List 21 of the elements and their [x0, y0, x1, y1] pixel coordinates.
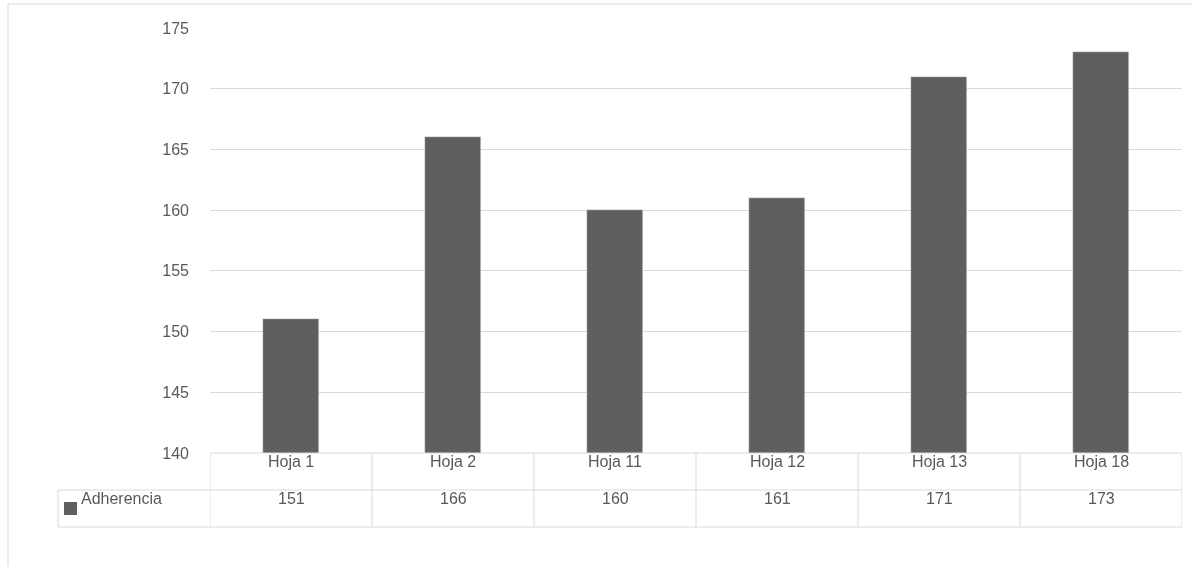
y-tick-label: 145 [162, 383, 190, 401]
data-label: 161 [764, 490, 791, 507]
data-label: 171 [926, 490, 953, 507]
y-tick-label: 150 [162, 323, 190, 341]
x-tick-label: Hoja 12 [750, 453, 806, 470]
y-tick-label: 140 [162, 444, 190, 462]
data-label: 160 [602, 490, 629, 507]
y-tick-label: 155 [162, 262, 190, 280]
data-label: 173 [1088, 490, 1115, 507]
data-label: 166 [440, 490, 467, 507]
x-tick-label: Hoja 13 [912, 453, 968, 470]
data-label: 151 [278, 490, 305, 507]
legend-label: Adherencia [81, 490, 163, 507]
y-tick-label: 175 [162, 19, 190, 37]
x-tick-label: Hoja 1 [268, 453, 315, 470]
x-tick-label: Hoja 2 [430, 453, 477, 470]
y-tick-label: 170 [162, 80, 190, 98]
x-tick-label: Hoja 18 [1074, 453, 1130, 470]
y-tick-label: 160 [162, 201, 190, 219]
x-tick-label: Hoja 11 [588, 453, 643, 470]
y-tick-label: 165 [162, 141, 190, 159]
